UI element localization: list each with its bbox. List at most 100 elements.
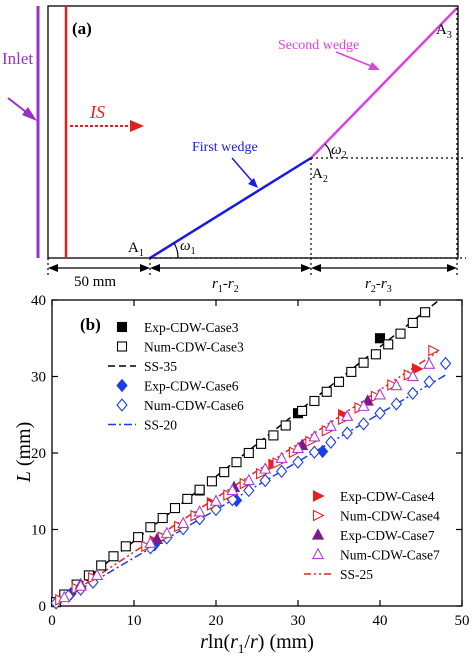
legend-label: Num-CDW-Case7 [340,548,440,563]
num-cdw-case6-point [243,483,255,498]
num-cdw-case7-point [259,462,272,474]
num-cdw-case7-point [58,590,71,603]
x-axis-ticks: 0 10 20 30 40 50 [48,300,470,629]
num-cdw-case3-point [297,405,308,416]
panel-b-chart: (b) 0 10 20 30 40 50 0 10 20 30 40 Exp-CDW-Case3 N… [13,293,470,656]
point-a1-label: A1 [128,240,144,259]
num-cdw-case7-point [390,378,403,391]
num-cdw-case3-point [370,349,381,360]
num-cdw-case6-point [275,464,288,479]
num-cdw-case3-point [219,467,230,478]
num-cdw-case3-point [358,357,369,368]
omega2-label: ω2 [331,142,347,161]
num-cdw-case7-point [275,451,288,463]
num-cdw-case7-point [144,536,157,548]
exp-cdw-case3-point [374,333,386,344]
legend-entry: Exp-CDW-Case6 [116,378,239,394]
legend-label: Exp-CDW-Case3 [144,320,239,335]
point-a2-label: A2 [312,166,328,185]
second-wedge-line [310,7,458,159]
inlet-arrow-shaft [7,97,27,113]
dimension-50mm: 50 mm [48,264,150,290]
num-cdw-case7-point [177,516,190,528]
inlet-arrow-head [22,107,37,121]
num-cdw-case3-point [145,522,156,533]
omega1-arc [173,242,179,259]
y-tick-label: 30 [31,370,46,386]
legend-entry: Exp-CDW-Case4 [312,489,435,504]
num-cdw-case6-point [439,356,452,371]
dim-50mm-label: 50 mm [74,274,116,290]
dimension-r1-r2: r1-r2 [150,264,311,295]
num-cdw-case7-point [324,419,337,431]
y-tick-label: 10 [31,523,46,539]
num-cdw-case6-point [259,473,271,488]
panel-a-schematic: (a) Inlet IS First wedge Second wedge A1 [2,5,466,295]
legend-label: Exp-CDW-Case7 [340,528,435,543]
num-cdw-case3-point [231,457,242,468]
legend-entry: SS-25 [304,567,373,582]
y-axis-ticks: 0 10 20 30 40 [31,293,462,615]
num-cdw-case3-point [280,420,291,431]
num-cdw-case3-point [321,386,332,397]
panel-b-label: (b) [80,315,101,334]
legend-marker-swatch [312,490,325,502]
omega1-label: ω1 [180,238,196,257]
omega2-arc [324,143,332,159]
num-cdw-case3-point [194,484,205,495]
legend-marker-swatch [311,528,325,540]
num-cdw-case6-point [390,397,403,411]
num-cdw-case3-point [182,493,193,504]
num-cdw-case3-point [157,512,168,524]
first-wedge-line [149,156,312,260]
num-cdw-case3-point [309,395,320,407]
legend-marker-swatch [116,378,128,393]
num-cdw-case3-point [120,541,131,552]
first-wedge-pointer [231,157,253,182]
num-cdw-case6-point [341,426,353,440]
num-cdw-case3-point [169,503,181,514]
num-cdw-case3-point [133,532,144,543]
x-tick-label: 40 [373,613,388,629]
num-cdw-case7-point [209,494,223,506]
legend-entry: Num-CDW-Case7 [311,548,440,563]
legend-entry: Num-CDW-Case6 [116,398,244,413]
num-cdw-case6-point [374,406,386,420]
dimension-r2-r3: r2-r3 [311,264,457,295]
num-cdw-case3-point [333,376,345,387]
num-cdw-case7-point [406,369,419,382]
legend-label: SS-35 [144,359,177,374]
is-arrow-head [130,120,144,132]
num-cdw-case7-point [160,526,173,538]
num-cdw-case6-point [357,417,370,431]
legend-marker-swatch [116,321,128,333]
x-tick-label: 10 [127,613,142,629]
legend-label: Num-CDW-Case4 [340,509,440,524]
legend-label: SS-20 [144,418,177,433]
num-cdw-case7-point [308,430,321,442]
first-wedge-label: First wedge [192,140,258,155]
num-cdw-case7-point [341,409,354,421]
legend-label: Exp-CDW-Case4 [340,489,435,504]
exp-cdw-case4-point [411,363,424,375]
num-cdw-case7-point [74,579,87,591]
inlet-label: Inlet [2,49,33,68]
num-cdw-case7-point [91,568,104,581]
panel-a-label: (a) [72,19,92,38]
num-cdw-case7-point [373,388,387,400]
legend-marker-swatch [116,398,128,412]
second-wedge-pointer-head [368,62,380,70]
num-cdw-case7-point [242,473,255,486]
legend-lower: Exp-CDW-Case4 Num-CDW-Case4 Exp-CDW-Case7 N… [304,489,440,582]
num-cdw-case3-point [108,551,119,562]
y-axis-label: L (mm) [13,422,35,484]
num-cdw-case3-point [383,339,394,350]
legend-label: Num-CDW-Case3 [144,340,244,355]
num-cdw-case3-point [256,438,267,449]
panel-a-frame [47,5,459,259]
x-tick-label: 50 [455,613,470,629]
legend-entry: Exp-CDW-Case3 [116,320,239,335]
num-cdw-case6-point [292,455,304,469]
first-wedge-pointer-head [248,178,258,188]
legend-entry: SS-20 [108,418,177,433]
